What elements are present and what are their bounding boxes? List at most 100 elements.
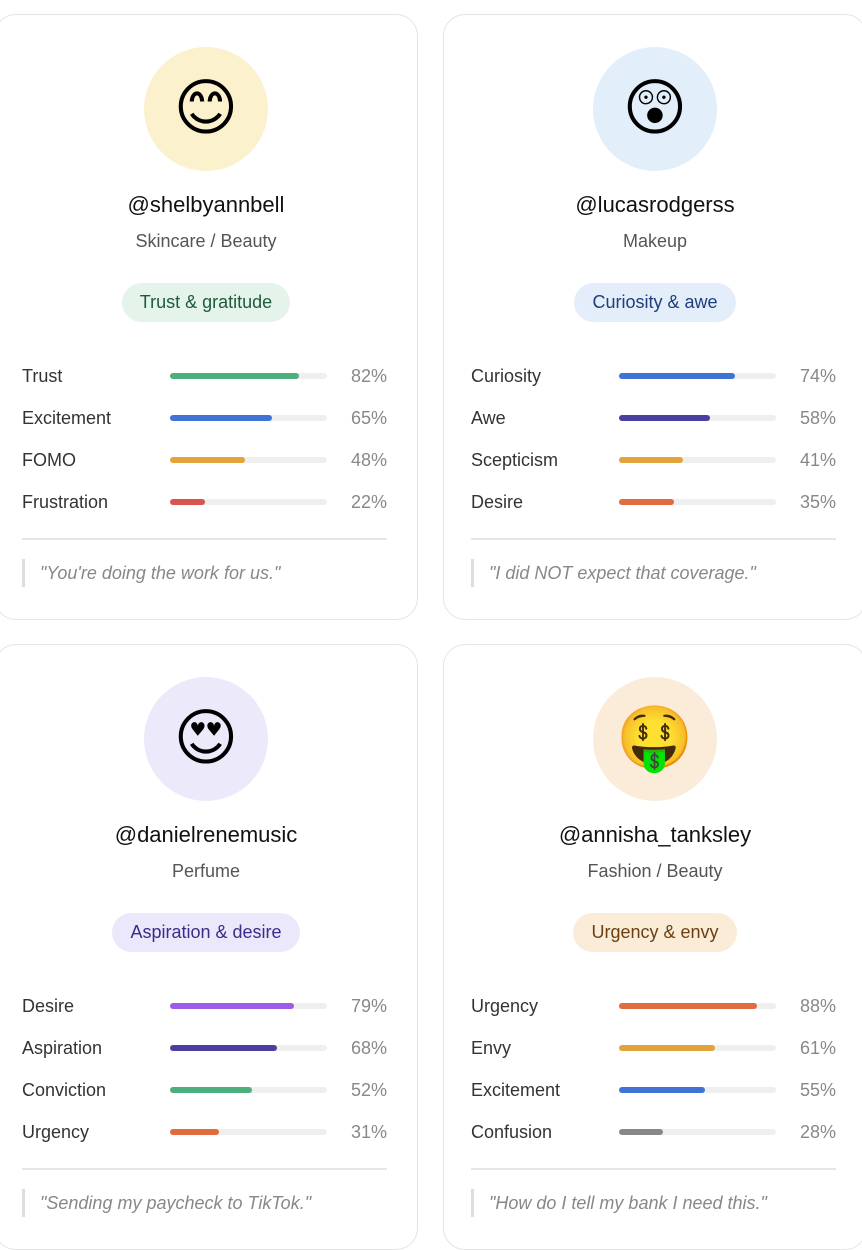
avatar-emoji: 🤑 — [593, 677, 717, 801]
emotion-row: Frustration 22% — [22, 490, 387, 514]
emotion-row: Conviction 52% — [22, 1078, 387, 1102]
emotion-name: Confusion — [471, 1122, 553, 1142]
bar-track — [619, 1045, 776, 1051]
emotion-percent: 52% — [350, 1080, 387, 1100]
profile-card: 😲 @lucasrodgerss Makeup Curiosity & awe Curi… — [443, 14, 862, 620]
handle: @danielrenemusic — [114, 822, 298, 847]
category: Skincare / Beauty — [135, 231, 277, 251]
category: Perfume — [171, 861, 241, 881]
emotion-row: Awe 58% — [471, 406, 836, 430]
tag-pill: Curiosity & awe — [574, 283, 736, 322]
emotion-name: Frustration — [22, 492, 109, 512]
emotion-percent: 31% — [350, 1122, 387, 1142]
emotion-percent: 79% — [350, 996, 387, 1016]
emotion-percent: 82% — [350, 366, 387, 386]
bar-track — [170, 1003, 327, 1009]
bar-track — [170, 1087, 327, 1093]
bar — [170, 1087, 252, 1093]
emotion-percent: 74% — [799, 366, 836, 386]
category: Fashion / Beauty — [587, 861, 723, 881]
tag-pill: Urgency & envy — [573, 913, 737, 952]
profile-card: 🤑 @annisha_tanksley Fashion / Beauty Urgenc… — [443, 644, 862, 1250]
bar-track — [170, 457, 327, 463]
divider — [22, 1168, 387, 1170]
bar — [619, 1129, 663, 1135]
avatar-emoji: 😲 — [593, 47, 717, 171]
emotion-row: Desire 79% — [22, 994, 387, 1018]
bar — [619, 499, 674, 505]
emotion-row: Envy 61% — [471, 1036, 836, 1060]
quote: "How do I tell my bank I need this." — [471, 1189, 767, 1217]
bar — [170, 415, 273, 421]
bar — [619, 1087, 706, 1093]
bar-track — [619, 373, 776, 379]
emotion-name: Urgency — [22, 1122, 90, 1142]
tag-pill: Trust & gratitude — [121, 283, 291, 322]
handle: @lucasrodgerss — [575, 192, 735, 217]
quote: "I did NOT expect that coverage." — [471, 559, 756, 587]
tag-wrap: Urgency & envy — [444, 913, 862, 952]
emotion-percent: 65% — [350, 408, 387, 428]
emotion-percent: 58% — [799, 408, 836, 428]
emotion-name: Desire — [471, 492, 524, 512]
bar — [170, 499, 205, 505]
emotion-percent: 55% — [799, 1080, 836, 1100]
quote: "You're doing the work for us." — [22, 559, 280, 587]
emotion-row: Excitement 55% — [471, 1078, 836, 1102]
bar — [170, 457, 246, 463]
emotion-name: FOMO — [22, 450, 76, 470]
bar — [619, 373, 736, 379]
emotion-percent: 68% — [350, 1038, 387, 1058]
bar — [170, 1129, 219, 1135]
bar-track — [619, 457, 776, 463]
emotion-percent: 22% — [350, 492, 387, 512]
emotion-name: Aspiration — [22, 1038, 103, 1058]
bar — [170, 1003, 295, 1009]
handle: @annisha_tanksley — [558, 822, 752, 847]
emotion-name: Envy — [471, 1038, 512, 1058]
emotion-row: Excitement 65% — [22, 406, 387, 430]
emotion-row: Trust 82% — [22, 364, 387, 388]
emotion-name: Awe — [471, 408, 506, 428]
emotion-percent: 61% — [799, 1038, 836, 1058]
tag-pill: Aspiration & desire — [112, 913, 300, 952]
tag-wrap: Trust & gratitude — [0, 283, 417, 322]
emotion-name: Conviction — [22, 1080, 107, 1100]
divider — [471, 538, 836, 540]
emotion-name: Excitement — [22, 408, 112, 428]
bar-track — [170, 1045, 327, 1051]
emotion-percent: 28% — [799, 1122, 836, 1142]
emotion-name: Scepticism — [471, 450, 559, 470]
bar-track — [170, 499, 327, 505]
bar — [619, 415, 711, 421]
avatar-emoji: 😍 — [144, 677, 268, 801]
emotion-row: Aspiration 68% — [22, 1036, 387, 1060]
bar-track — [170, 373, 327, 379]
emotion-name: Curiosity — [471, 366, 542, 386]
category: Makeup — [622, 231, 688, 251]
emotion-percent: 48% — [350, 450, 387, 470]
emotion-row: Scepticism 41% — [471, 448, 836, 472]
handle: @shelbyannbell — [127, 192, 285, 217]
emotion-name: Trust — [22, 366, 63, 386]
bar — [619, 1003, 758, 1009]
bar — [619, 457, 684, 463]
emotion-name: Desire — [22, 996, 75, 1016]
emotion-percent: 41% — [799, 450, 836, 470]
profile-card: 😍 @danielrenemusic Perfume Aspiration & des… — [0, 644, 418, 1250]
emotion-name: Excitement — [471, 1080, 561, 1100]
emotion-percent: 88% — [799, 996, 836, 1016]
bar-track — [619, 1003, 776, 1009]
tag-wrap: Curiosity & awe — [444, 283, 862, 322]
bar — [619, 1045, 715, 1051]
bar-track — [619, 1087, 776, 1093]
emotion-percent: 35% — [799, 492, 836, 512]
emotion-row: Confusion 28% — [471, 1120, 836, 1144]
tag-wrap: Aspiration & desire — [0, 913, 417, 952]
bar-track — [170, 1129, 327, 1135]
profile-card: 😊 @shelbyannbell Skincare / Beauty Trust & … — [0, 14, 418, 620]
emotion-row: Urgency 88% — [471, 994, 836, 1018]
emotion-name: Urgency — [471, 996, 539, 1016]
avatar-emoji: 😊 — [144, 47, 268, 171]
